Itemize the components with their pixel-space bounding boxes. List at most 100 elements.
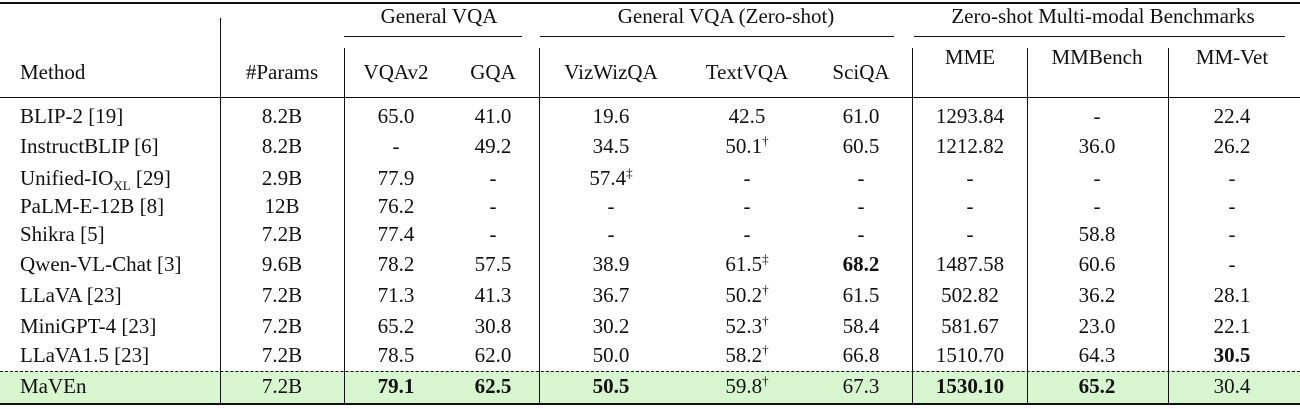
cell-vizwizqa: 36.7	[592, 283, 630, 307]
cell-vqav2: 65.2	[377, 314, 415, 338]
cell-mme: 581.67	[941, 314, 999, 338]
cell-vizwizqa: 30.2	[592, 314, 630, 338]
cell-params: 8.2B	[261, 134, 303, 158]
cell-sciqa: -	[857, 166, 865, 190]
cell-mme: 502.82	[941, 283, 999, 307]
cell-vizwizqa: -	[607, 222, 615, 246]
cell-vizwizqa: 19.6	[592, 104, 630, 128]
cell-mmbench: -	[1093, 104, 1101, 128]
cell-mmbench: 58.8	[1078, 222, 1116, 246]
cell-vqav2: 77.4	[377, 222, 415, 246]
cell-params: 2.9B	[261, 166, 303, 190]
cell-params: 9.6B	[261, 252, 303, 276]
cell-sciqa: 61.0	[842, 104, 880, 128]
col-header-params: #Params	[245, 60, 319, 84]
bottom-rule	[0, 403, 1300, 405]
cell-sciqa: 67.3	[842, 374, 880, 398]
highlight-row-background	[0, 371, 1300, 403]
cell-mmbench: 36.2	[1078, 283, 1116, 307]
cell-method: BLIP-2 [19]	[20, 104, 124, 128]
cell-mmbench: -	[1093, 194, 1101, 218]
cell-mme: -	[966, 166, 974, 190]
cell-sciqa: 66.8	[842, 343, 880, 367]
cell-mmvet: -	[1228, 194, 1236, 218]
cell-vizwizqa: -	[607, 194, 615, 218]
cell-vqav2: -	[392, 134, 400, 158]
cell-mmbench: 60.6	[1078, 252, 1116, 276]
cell-vizwizqa: 50.5	[592, 374, 630, 398]
cell-mme: 1293.84	[935, 104, 1005, 128]
cell-textvqa: -	[743, 222, 751, 246]
footnote-mark: ‡	[626, 165, 633, 180]
dashed-rule	[0, 371, 1300, 372]
cell-method: MiniGPT-4 [23]	[20, 314, 157, 338]
cell-method: LLaVA [23]	[20, 283, 122, 307]
group-rule-general-vqa	[344, 36, 522, 37]
cell-method: Unified-IOXL [29]	[20, 166, 171, 193]
cell-mmvet: -	[1228, 222, 1236, 246]
cell-gqa: 62.5	[474, 374, 512, 398]
cell-mme: -	[966, 194, 974, 218]
cell-vqav2: 65.0	[377, 104, 415, 128]
cell-sciqa: 60.5	[842, 134, 880, 158]
cell-sciqa: 68.2	[842, 252, 880, 276]
cell-mmbench: 23.0	[1078, 314, 1116, 338]
cell-mmvet: 28.1	[1213, 283, 1251, 307]
group-header-zero-shot: General VQA (Zero-shot)	[617, 4, 835, 28]
cell-gqa: 49.2	[474, 134, 512, 158]
cell-mmvet: 30.4	[1213, 374, 1251, 398]
cell-vizwizqa: 57.4‡	[589, 165, 633, 190]
col-header-mme: MME	[944, 45, 996, 69]
cell-params: 7.2B	[261, 343, 303, 367]
cell-mme: -	[966, 222, 974, 246]
cell-sciqa: 61.5	[842, 283, 880, 307]
cell-mmvet: 22.1	[1213, 314, 1251, 338]
col-header-vizwizqa: VizWizQA	[564, 60, 658, 84]
cell-vqav2: 76.2	[377, 194, 415, 218]
vline-gqa	[539, 48, 540, 403]
cell-params: 7.2B	[261, 222, 303, 246]
cell-sciqa: -	[857, 222, 865, 246]
cell-params: 12B	[264, 194, 300, 218]
cell-vqav2: 71.3	[377, 283, 415, 307]
vline-params	[344, 48, 345, 403]
cell-mme: 1487.58	[935, 252, 1005, 276]
cell-params: 7.2B	[261, 283, 303, 307]
cell-method: Qwen-VL-Chat [3]	[20, 252, 182, 276]
footnote-mark: †	[762, 313, 769, 328]
cell-textvqa: 61.5‡	[725, 251, 769, 276]
top-rule	[0, 2, 1300, 4]
cell-textvqa: 50.1†	[725, 133, 769, 158]
cell-mmvet: -	[1228, 166, 1236, 190]
cell-method: PaLM-E-12B [8]	[20, 194, 165, 218]
col-header-sciqa: SciQA	[832, 60, 890, 84]
vline-mmbench	[1168, 48, 1169, 403]
cell-gqa: 41.3	[474, 283, 512, 307]
cell-textvqa: 52.3†	[725, 313, 769, 338]
cell-gqa: 57.5	[474, 252, 512, 276]
cell-vqav2: 79.1	[377, 374, 415, 398]
cell-textvqa: -	[743, 166, 751, 190]
cell-vizwizqa: 38.9	[592, 252, 630, 276]
cell-mmbench: -	[1093, 166, 1101, 190]
header-rule	[0, 97, 1300, 98]
cell-method: LLaVA1.5 [23]	[20, 343, 150, 367]
footnote-mark: †	[762, 282, 769, 297]
footnote-mark: †	[762, 373, 769, 388]
cell-textvqa: 42.5	[728, 104, 766, 128]
cell-vqav2: 78.5	[377, 343, 415, 367]
cell-mme: 1510.70	[935, 343, 1005, 367]
group-header-general-vqa: General VQA	[380, 4, 498, 28]
group-header-benchmarks: Zero-shot Multi-modal Benchmarks	[951, 4, 1255, 28]
cell-method: Shikra [5]	[20, 222, 105, 246]
cell-mmvet: 26.2	[1213, 134, 1251, 158]
col-header-mmbench: MMBench	[1051, 45, 1143, 69]
cell-textvqa: 58.2†	[725, 342, 769, 367]
col-header-vqav2: VQAv2	[363, 60, 429, 84]
cell-params: 8.2B	[261, 104, 303, 128]
cell-method: MaVEn	[20, 374, 87, 398]
col-header-gqa: GQA	[470, 60, 516, 84]
group-rule-zero-shot	[540, 36, 894, 37]
cell-mme: 1530.10	[935, 374, 1005, 398]
cell-textvqa: 59.8†	[725, 373, 769, 398]
